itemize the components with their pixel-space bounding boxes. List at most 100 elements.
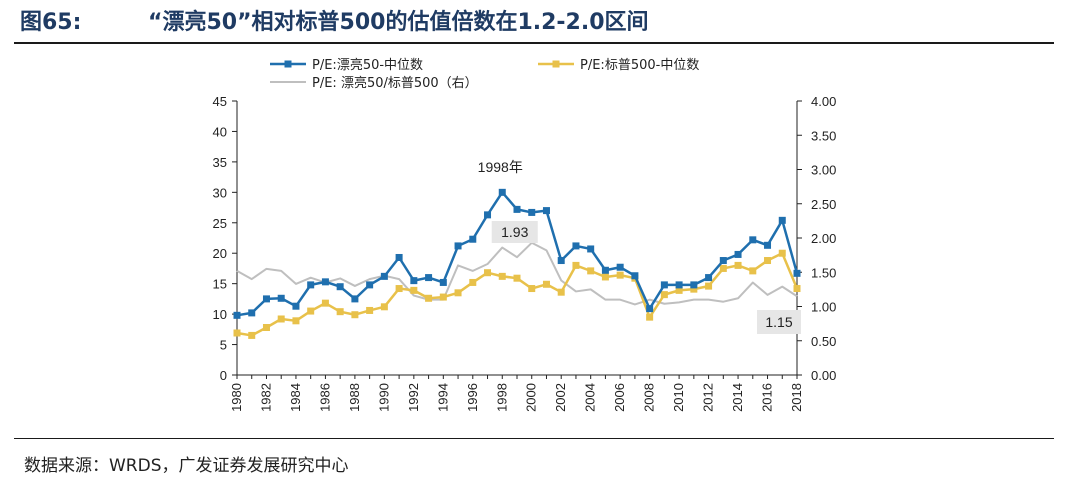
data-point bbox=[321, 299, 329, 307]
data-point bbox=[233, 329, 241, 337]
annotation-peak-box bbox=[491, 221, 538, 243]
annotations: 1998年 1.93 1.15 bbox=[478, 159, 801, 334]
x-tick-label: 2016 bbox=[760, 383, 775, 412]
x-tick-label: 2008 bbox=[642, 383, 657, 412]
annotation-1998: 1998年 bbox=[478, 159, 523, 175]
data-point bbox=[351, 295, 359, 303]
data-point bbox=[233, 311, 241, 319]
annotation-last-box bbox=[757, 310, 801, 334]
data-point bbox=[292, 317, 300, 325]
legend-label: P/E: 漂亮50/标普500（右） bbox=[312, 75, 478, 91]
x-tick-label: 1982 bbox=[258, 383, 273, 412]
data-point bbox=[646, 313, 654, 321]
x-tick-label: 2000 bbox=[524, 383, 539, 412]
data-point bbox=[380, 303, 388, 311]
annotation-last-value: 1.15 bbox=[765, 314, 792, 330]
figure-number: 图65: bbox=[20, 10, 82, 35]
y-left-tick-label: 40 bbox=[213, 124, 227, 139]
data-point bbox=[557, 288, 565, 296]
data-point bbox=[734, 250, 742, 258]
data-point bbox=[542, 207, 550, 215]
data-point bbox=[690, 285, 698, 293]
data-point bbox=[469, 278, 477, 286]
data-point bbox=[557, 257, 565, 265]
data-point bbox=[439, 278, 447, 286]
x-tick-label: 1992 bbox=[406, 383, 421, 412]
x-tick-label: 2012 bbox=[701, 383, 716, 412]
data-point bbox=[528, 285, 536, 293]
data-point bbox=[262, 295, 270, 303]
data-point bbox=[513, 274, 521, 282]
y-left-tick-label: 0 bbox=[220, 368, 227, 383]
top-divider bbox=[14, 42, 1054, 44]
x-tick-label: 1996 bbox=[465, 383, 480, 412]
data-point bbox=[705, 282, 713, 290]
data-point bbox=[469, 235, 477, 243]
data-point bbox=[528, 208, 536, 216]
y-right-tick-label: 0.50 bbox=[811, 334, 836, 349]
data-point bbox=[351, 311, 359, 319]
data-point bbox=[778, 249, 786, 257]
data-point bbox=[572, 242, 580, 250]
data-point bbox=[454, 242, 462, 250]
y-right-tick-label: 2.00 bbox=[811, 231, 836, 246]
x-tick-label: 1986 bbox=[317, 383, 332, 412]
data-point bbox=[749, 267, 757, 275]
data-point bbox=[675, 286, 683, 294]
data-point bbox=[307, 281, 315, 289]
data-point bbox=[336, 283, 344, 291]
data-point bbox=[366, 281, 374, 289]
x-tick-label: 2004 bbox=[583, 383, 598, 412]
x-tick-label: 2006 bbox=[612, 383, 627, 412]
x-tick-label: 2018 bbox=[789, 383, 804, 412]
data-point bbox=[513, 205, 521, 213]
y-right-tick-label: 1.00 bbox=[811, 300, 836, 315]
y-left-tick-label: 20 bbox=[213, 246, 227, 261]
data-point bbox=[675, 281, 683, 289]
data-point bbox=[425, 294, 433, 302]
data-point bbox=[292, 302, 300, 310]
x-tick-label: 1990 bbox=[376, 383, 391, 412]
data-point bbox=[336, 308, 344, 316]
data-point bbox=[705, 274, 713, 282]
bottom-divider bbox=[14, 438, 1054, 439]
data-point bbox=[646, 305, 654, 313]
data-point bbox=[277, 315, 285, 323]
data-point bbox=[587, 267, 595, 275]
data-point bbox=[395, 285, 403, 293]
data-point bbox=[749, 236, 757, 244]
data-point bbox=[410, 277, 418, 285]
x-tick-label: 1994 bbox=[435, 383, 450, 412]
data-point bbox=[484, 269, 492, 277]
data-point bbox=[616, 271, 624, 279]
data-point bbox=[631, 272, 639, 280]
data-point bbox=[690, 281, 698, 289]
source-note: 数据来源：WRDS，广发证券发展研究中心 bbox=[24, 456, 349, 476]
data-point bbox=[498, 272, 506, 280]
data-point bbox=[484, 211, 492, 219]
legend-label: P/E:标普500-中位数 bbox=[580, 58, 699, 73]
figure-title: “漂亮50”相对标普500的估值倍数在1.2-2.0区间 bbox=[148, 10, 649, 35]
data-point bbox=[248, 309, 256, 317]
x-tick-label: 1980 bbox=[229, 383, 244, 412]
series-line bbox=[236, 251, 799, 337]
y-right-tick-label: 3.00 bbox=[811, 163, 836, 178]
legend-swatch-marker bbox=[284, 60, 292, 68]
data-point bbox=[454, 289, 462, 297]
data-point bbox=[395, 253, 403, 261]
data-point bbox=[601, 266, 609, 274]
data-point bbox=[793, 285, 801, 293]
data-point bbox=[307, 307, 315, 315]
series-lines bbox=[233, 188, 801, 339]
y-left-tick-label: 45 bbox=[213, 94, 227, 109]
x-tick-label: 2014 bbox=[730, 383, 745, 412]
axes: 0 5 10 15 20 25 30 35 40 45 0.00 0.50 1.00 1.50 2.00 2.… bbox=[213, 94, 837, 412]
data-point bbox=[660, 281, 668, 289]
y-left-tick-label: 10 bbox=[213, 307, 227, 322]
data-point bbox=[572, 261, 580, 269]
data-point bbox=[425, 274, 433, 282]
x-tick-label: 2002 bbox=[553, 383, 568, 412]
y-right-tick-label: 1.50 bbox=[811, 265, 836, 280]
data-point bbox=[410, 286, 418, 294]
data-point bbox=[248, 331, 256, 339]
